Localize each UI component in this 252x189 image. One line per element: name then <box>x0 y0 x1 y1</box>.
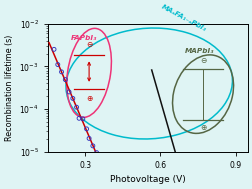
Point <box>109 186 113 189</box>
Point <box>98 162 102 165</box>
Y-axis label: Recombination lifetime (s): Recombination lifetime (s) <box>5 35 14 141</box>
Point <box>67 90 71 93</box>
Point <box>102 171 106 174</box>
Point <box>52 48 56 51</box>
X-axis label: Photovoltage (V): Photovoltage (V) <box>110 175 185 184</box>
Point <box>80 117 84 120</box>
Text: ⊖: ⊖ <box>199 56 205 65</box>
Point <box>94 151 98 154</box>
Point <box>87 137 91 140</box>
Point <box>74 106 78 109</box>
Text: MAₓFA₁₋ₓPbI₃: MAₓFA₁₋ₓPbI₃ <box>160 4 207 33</box>
Point <box>105 183 109 186</box>
Point <box>55 63 59 66</box>
Point <box>84 127 88 130</box>
Point <box>71 97 75 100</box>
Text: ⊕: ⊕ <box>86 94 92 103</box>
Text: ⊖: ⊖ <box>86 40 92 50</box>
Point <box>77 117 81 120</box>
Point <box>59 70 63 73</box>
Text: FAPbI₃: FAPbI₃ <box>71 35 97 41</box>
Text: MAPbI₃: MAPbI₃ <box>184 48 213 54</box>
Point <box>90 144 94 147</box>
Point <box>63 78 67 81</box>
Text: ⊕: ⊕ <box>199 123 205 132</box>
